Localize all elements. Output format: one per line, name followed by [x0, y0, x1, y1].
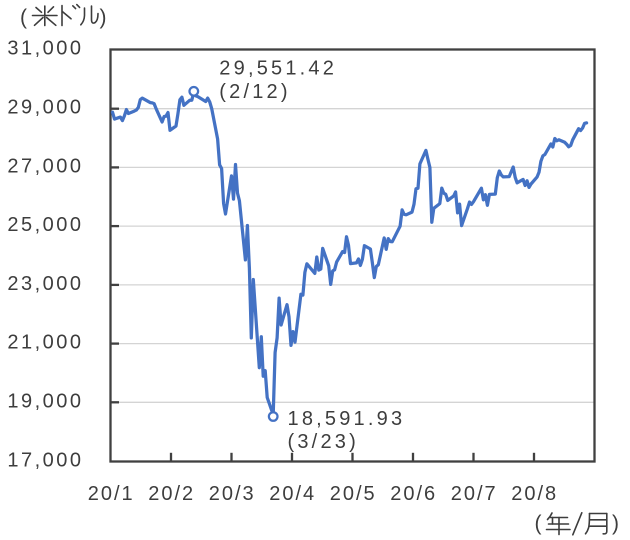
- svg-text:20/6: 20/6: [390, 483, 437, 505]
- svg-text:(3/23): (3/23): [288, 431, 359, 453]
- svg-text:): ): [612, 512, 619, 535]
- svg-text:18,591.93: 18,591.93: [288, 408, 406, 430]
- svg-text:20/1: 20/1: [88, 483, 135, 505]
- svg-text:23,000: 23,000: [7, 273, 83, 295]
- svg-text:31,000: 31,000: [7, 38, 83, 60]
- svg-text:29,551.42: 29,551.42: [219, 58, 337, 80]
- svg-text:): ): [100, 6, 107, 29]
- svg-text:20/8: 20/8: [511, 483, 558, 505]
- svg-text:(: (: [20, 6, 27, 29]
- svg-text:20/2: 20/2: [148, 483, 195, 505]
- svg-text:20/4: 20/4: [269, 483, 316, 505]
- svg-text:20/5: 20/5: [330, 483, 377, 505]
- svg-text:20/3: 20/3: [209, 483, 256, 505]
- svg-text:20/7: 20/7: [451, 483, 498, 505]
- svg-text:(: (: [535, 512, 542, 535]
- svg-text:(2/12): (2/12): [219, 81, 290, 103]
- svg-text:21,000: 21,000: [7, 332, 83, 354]
- svg-text:27,000: 27,000: [7, 155, 83, 177]
- svg-text:19,000: 19,000: [7, 390, 83, 412]
- svg-text:17,000: 17,000: [7, 450, 83, 472]
- svg-text:25,000: 25,000: [7, 214, 83, 236]
- svg-text:29,000: 29,000: [7, 97, 83, 119]
